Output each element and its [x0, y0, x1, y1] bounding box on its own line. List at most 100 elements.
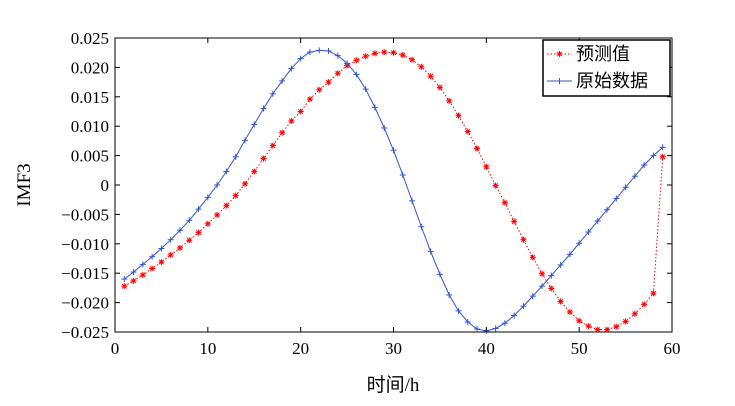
y-tick-label-9: −0.020: [61, 294, 109, 313]
data-point-0-35: [446, 97, 453, 104]
data-point-0-1: [130, 277, 137, 284]
legend-label-1: 原始数据: [576, 71, 648, 91]
series-0: [121, 49, 666, 333]
data-point-0-12: [232, 192, 239, 199]
data-point-1-51: [594, 217, 601, 224]
data-point-1-23: [334, 52, 341, 59]
data-point-1-35: [446, 291, 453, 298]
y-axis-label: IMF3: [14, 163, 35, 206]
data-point-1-3: [149, 253, 156, 260]
data-point-1-57: [650, 152, 657, 159]
data-point-1-55: [631, 173, 638, 180]
data-point-1-36: [455, 307, 462, 314]
data-point-1-48: [566, 251, 573, 258]
data-point-1-20: [306, 49, 313, 56]
data-point-0-34: [436, 84, 443, 91]
data-point-1-17: [279, 77, 286, 84]
legend-label-0: 预测值: [576, 44, 630, 64]
legend-entry-0: 预测值: [547, 44, 630, 64]
y-tick-label-7: −0.010: [61, 235, 109, 254]
data-point-1-40: [492, 325, 499, 332]
data-point-0-4: [158, 259, 165, 266]
data-point-1-9: [204, 194, 211, 201]
data-point-1-18: [288, 65, 295, 72]
data-point-0-25: [353, 57, 360, 64]
data-point-1-43: [520, 303, 527, 310]
data-point-1-6: [176, 227, 183, 234]
data-point-0-36: [455, 112, 462, 119]
data-point-1-54: [622, 184, 629, 191]
data-point-0-38: [474, 145, 481, 152]
data-point-0-3: [149, 265, 156, 272]
data-point-0-56: [641, 301, 648, 308]
data-point-0-21: [316, 86, 323, 93]
data-point-0-7: [186, 237, 193, 244]
data-point-1-10: [214, 182, 221, 188]
data-point-0-5: [167, 251, 174, 258]
data-point-1-47: [557, 261, 564, 268]
y-tick-label-1: 0.020: [71, 58, 109, 77]
data-point-0-50: [585, 323, 592, 330]
data-point-0-29: [390, 49, 397, 56]
data-point-0-46: [548, 285, 555, 292]
data-point-0-30: [399, 52, 406, 59]
y-tick-label-8: −0.015: [61, 264, 109, 283]
x-tick-label-2: 20: [292, 339, 309, 358]
data-point-0-17: [279, 129, 286, 136]
data-point-1-5: [167, 236, 174, 243]
data-point-0-48: [566, 309, 573, 316]
data-point-0-51: [594, 326, 601, 333]
data-point-0-41: [501, 199, 508, 206]
data-point-0-32: [418, 63, 425, 70]
data-point-1-8: [195, 206, 202, 213]
data-point-1-31: [409, 197, 416, 204]
data-point-0-0: [121, 283, 128, 290]
y-tick-label-10: −0.025: [61, 323, 109, 342]
data-point-1-53: [613, 195, 620, 202]
legend-box: [542, 39, 671, 97]
y-tick-label-6: −0.005: [61, 205, 109, 224]
data-point-0-26: [362, 53, 369, 60]
data-point-1-30: [399, 172, 406, 179]
data-point-1-7: [186, 217, 193, 224]
data-point-0-49: [576, 317, 583, 324]
data-point-1-15: [260, 105, 267, 112]
data-point-1-42: [511, 312, 518, 319]
y-tick-label-0: 0.025: [71, 29, 109, 48]
data-point-0-47: [557, 298, 564, 305]
data-point-0-8: [195, 229, 202, 236]
series-layer: [121, 47, 666, 334]
data-point-0-16: [269, 142, 276, 149]
x-tick-label-4: 40: [478, 339, 495, 358]
data-point-1-12: [232, 153, 239, 160]
data-point-1-45: [539, 283, 546, 290]
data-point-0-40: [492, 182, 499, 189]
data-point-0-23: [334, 70, 341, 77]
data-point-1-1: [130, 269, 137, 276]
data-point-1-21: [316, 47, 323, 54]
data-point-1-52: [604, 206, 611, 213]
data-point-0-45: [539, 270, 546, 277]
data-point-0-39: [483, 163, 490, 170]
x-tick-label-5: 50: [571, 339, 588, 358]
y-tick-label-3: 0.010: [71, 117, 109, 136]
data-point-0-55: [631, 310, 638, 317]
x-tick-label-3: 30: [385, 339, 402, 358]
y-tick-label-2: 0.015: [71, 88, 109, 107]
x-axis-label: 时间/h: [367, 374, 420, 396]
data-point-1-24: [344, 60, 351, 67]
data-point-1-27: [371, 104, 378, 111]
data-point-0-58: [659, 153, 666, 160]
data-point-0-10: [214, 211, 221, 218]
data-point-1-34: [436, 271, 443, 278]
data-point-1-50: [585, 229, 592, 236]
data-point-1-4: [158, 245, 165, 252]
data-point-1-41: [501, 320, 508, 327]
data-point-0-31: [409, 56, 416, 63]
data-point-0-53: [613, 323, 620, 330]
legend-entry-1: 原始数据: [547, 71, 648, 91]
data-point-1-56: [641, 162, 648, 169]
data-point-1-37: [464, 319, 471, 326]
data-point-0-43: [520, 236, 527, 243]
